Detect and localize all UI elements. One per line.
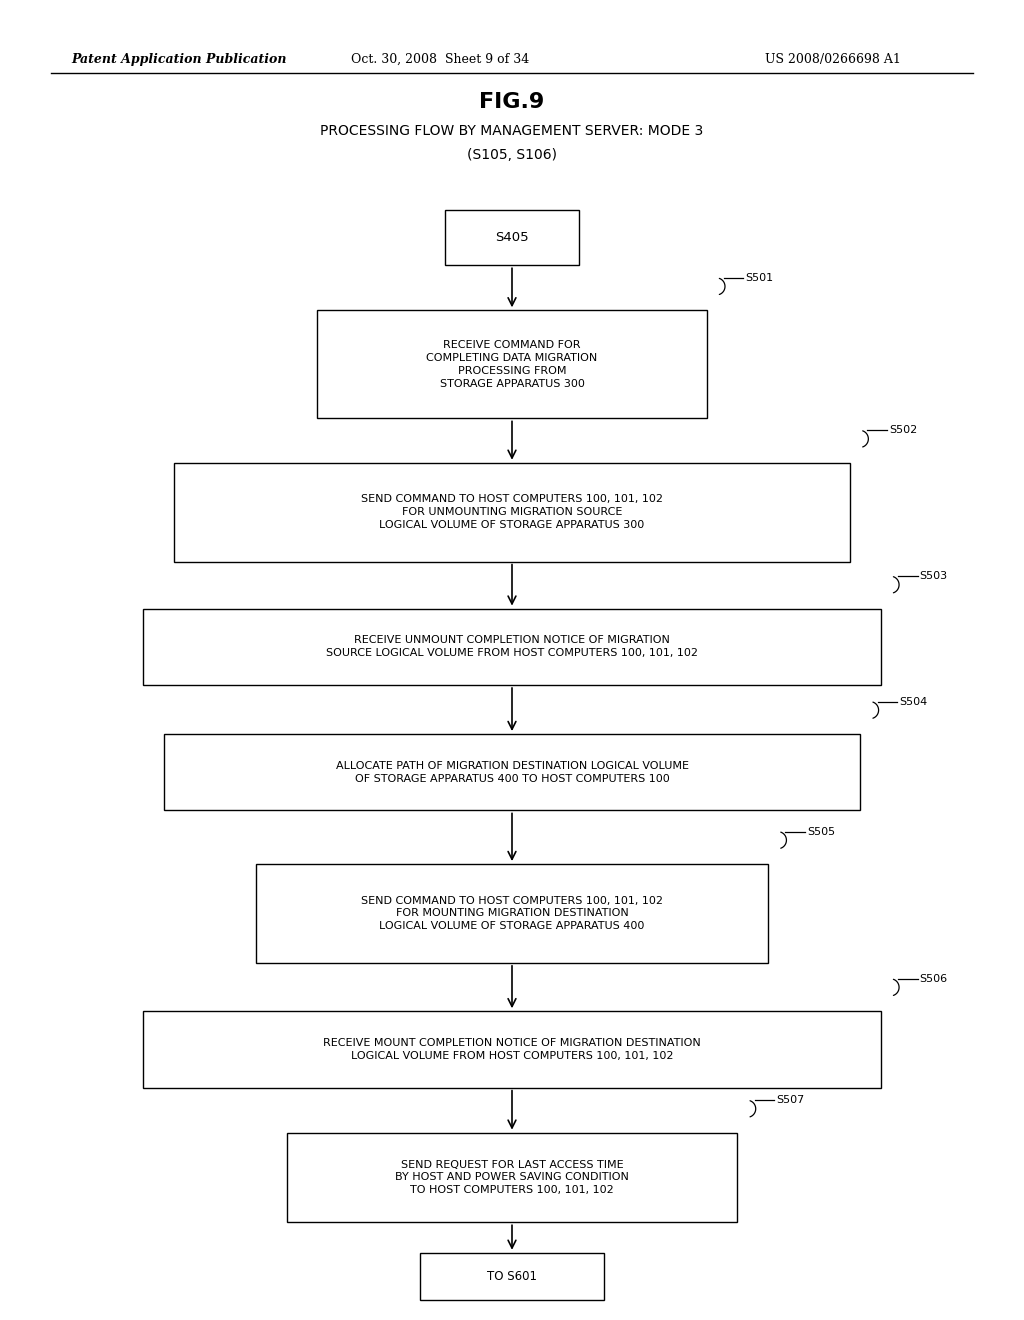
Text: Patent Application Publication: Patent Application Publication [72,53,287,66]
Text: S502: S502 [889,425,918,436]
Text: S506: S506 [920,974,947,983]
Bar [164,734,860,810]
Text: (S105, S106): (S105, S106) [467,148,557,162]
Text: S505: S505 [807,826,835,837]
Text: Oct. 30, 2008  Sheet 9 of 34: Oct. 30, 2008 Sheet 9 of 34 [351,53,529,66]
Text: RECEIVE COMMAND FOR
COMPLETING DATA MIGRATION
PROCESSING FROM
STORAGE APPARATUS : RECEIVE COMMAND FOR COMPLETING DATA MIGR… [426,341,598,388]
Text: S503: S503 [920,572,947,581]
Text: SEND COMMAND TO HOST COMPUTERS 100, 101, 102
FOR MOUNTING MIGRATION DESTINATION
: SEND COMMAND TO HOST COMPUTERS 100, 101,… [361,896,663,931]
Bar [287,1133,737,1222]
Text: S507: S507 [776,1096,805,1105]
Text: FIG.9: FIG.9 [479,92,545,112]
Text: SEND REQUEST FOR LAST ACCESS TIME
BY HOST AND POWER SAVING CONDITION
TO HOST COM: SEND REQUEST FOR LAST ACCESS TIME BY HOS… [395,1160,629,1195]
Text: US 2008/0266698 A1: US 2008/0266698 A1 [765,53,901,66]
Bar [445,210,579,265]
Text: S504: S504 [899,697,928,706]
Bar [174,463,850,562]
Bar [317,310,707,418]
Bar [256,865,768,964]
Bar [420,1253,604,1300]
Text: SEND COMMAND TO HOST COMPUTERS 100, 101, 102
FOR UNMOUNTING MIGRATION SOURCE
LOG: SEND COMMAND TO HOST COMPUTERS 100, 101,… [361,495,663,529]
Text: S501: S501 [745,273,773,282]
Text: RECEIVE MOUNT COMPLETION NOTICE OF MIGRATION DESTINATION
LOGICAL VOLUME FROM HOS: RECEIVE MOUNT COMPLETION NOTICE OF MIGRA… [324,1038,700,1061]
Text: ALLOCATE PATH OF MIGRATION DESTINATION LOGICAL VOLUME
OF STORAGE APPARATUS 400 T: ALLOCATE PATH OF MIGRATION DESTINATION L… [336,760,688,784]
Bar [143,609,881,685]
Text: S405: S405 [496,231,528,244]
Text: PROCESSING FLOW BY MANAGEMENT SERVER: MODE 3: PROCESSING FLOW BY MANAGEMENT SERVER: MO… [321,124,703,139]
Text: RECEIVE UNMOUNT COMPLETION NOTICE OF MIGRATION
SOURCE LOGICAL VOLUME FROM HOST C: RECEIVE UNMOUNT COMPLETION NOTICE OF MIG… [326,635,698,659]
Bar [143,1011,881,1088]
Text: TO S601: TO S601 [487,1270,537,1283]
